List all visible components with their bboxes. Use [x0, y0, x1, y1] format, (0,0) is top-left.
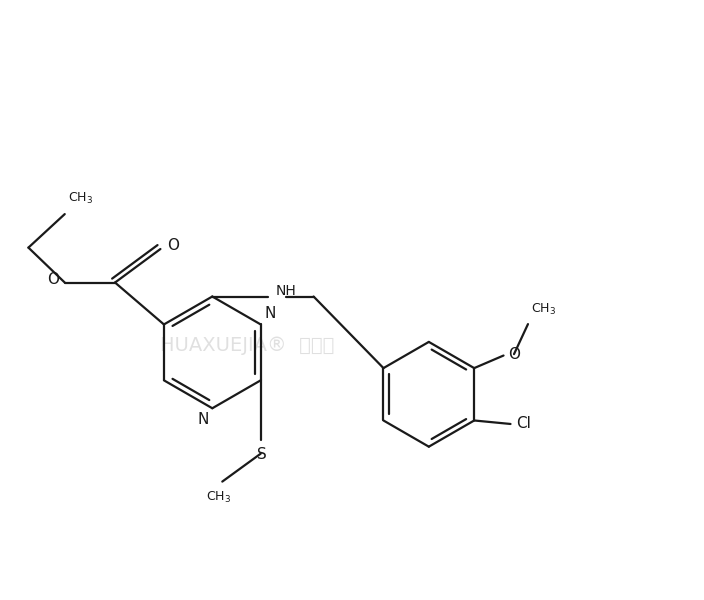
Text: CH$_3$: CH$_3$: [206, 490, 232, 505]
Text: Cl: Cl: [516, 416, 531, 431]
Text: NH: NH: [275, 284, 296, 298]
Text: O: O: [168, 238, 180, 253]
Text: CH$_3$: CH$_3$: [532, 302, 557, 317]
Text: N: N: [197, 412, 209, 427]
Text: CH$_3$: CH$_3$: [68, 191, 94, 206]
Text: S: S: [257, 446, 267, 461]
Text: N: N: [264, 306, 275, 321]
Text: HUAXUEJIA®  化学加: HUAXUEJIA® 化学加: [160, 336, 334, 355]
Text: O: O: [508, 347, 520, 362]
Text: O: O: [47, 272, 59, 287]
